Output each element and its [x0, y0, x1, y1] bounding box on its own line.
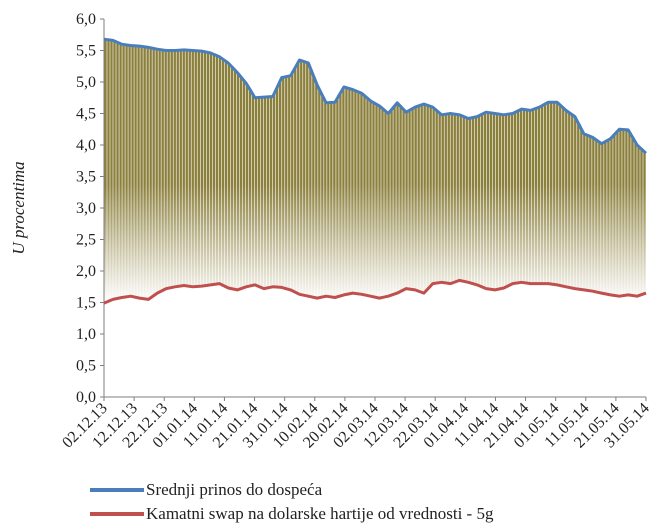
legend-swatch-swap — [90, 512, 144, 516]
y-tick-label: 0,5 — [76, 358, 96, 375]
y-tick-label: 5,5 — [76, 43, 96, 60]
legend-swatch-yield — [90, 488, 144, 492]
y-tick-label: 4,0 — [76, 137, 96, 154]
legend-label-swap: Kamatni swap na dolarske hartije od vred… — [146, 504, 494, 523]
x-tick-labels: 02.12.1312.12.1322.12.1301.01.1411.01.14… — [59, 400, 649, 452]
y-tick-label: 3,0 — [76, 200, 96, 217]
y-tick-label: 2,0 — [76, 263, 96, 280]
fill-layer — [103, 39, 647, 304]
y-tick-label: 1,0 — [76, 326, 96, 343]
y-tick-label: 3,5 — [76, 169, 96, 186]
y-tick-label: 4,5 — [76, 106, 96, 123]
series-line-yield — [103, 37, 648, 155]
y-tick-label: 2,5 — [76, 232, 96, 249]
legend-item-yield: Srednji prinos do dospeća — [90, 478, 493, 502]
y-tick-label: 6,0 — [76, 11, 96, 28]
legend-label-yield: Srednji prinos do dospeća — [146, 480, 323, 499]
y-tick-label: 5,0 — [76, 74, 96, 91]
y-tick-labels: 0,0 0,5 1,0 1,5 2,0 2,5 3,0 3,5 4,0 4,5 5,0 5,5 6,0 — [76, 11, 96, 406]
y-axis-label: U procentima — [9, 161, 28, 254]
legend-item-swap: Kamatni swap na dolarske hartije od vred… — [90, 502, 493, 526]
y-tick-label: 0,0 — [76, 389, 96, 406]
axes — [100, 18, 647, 401]
series-line-swap — [103, 278, 647, 305]
series-layer — [103, 37, 648, 305]
y-tick-label: 1,5 — [76, 295, 96, 312]
legend: Srednji prinos do dospeća Kamatni swap n… — [90, 478, 493, 526]
